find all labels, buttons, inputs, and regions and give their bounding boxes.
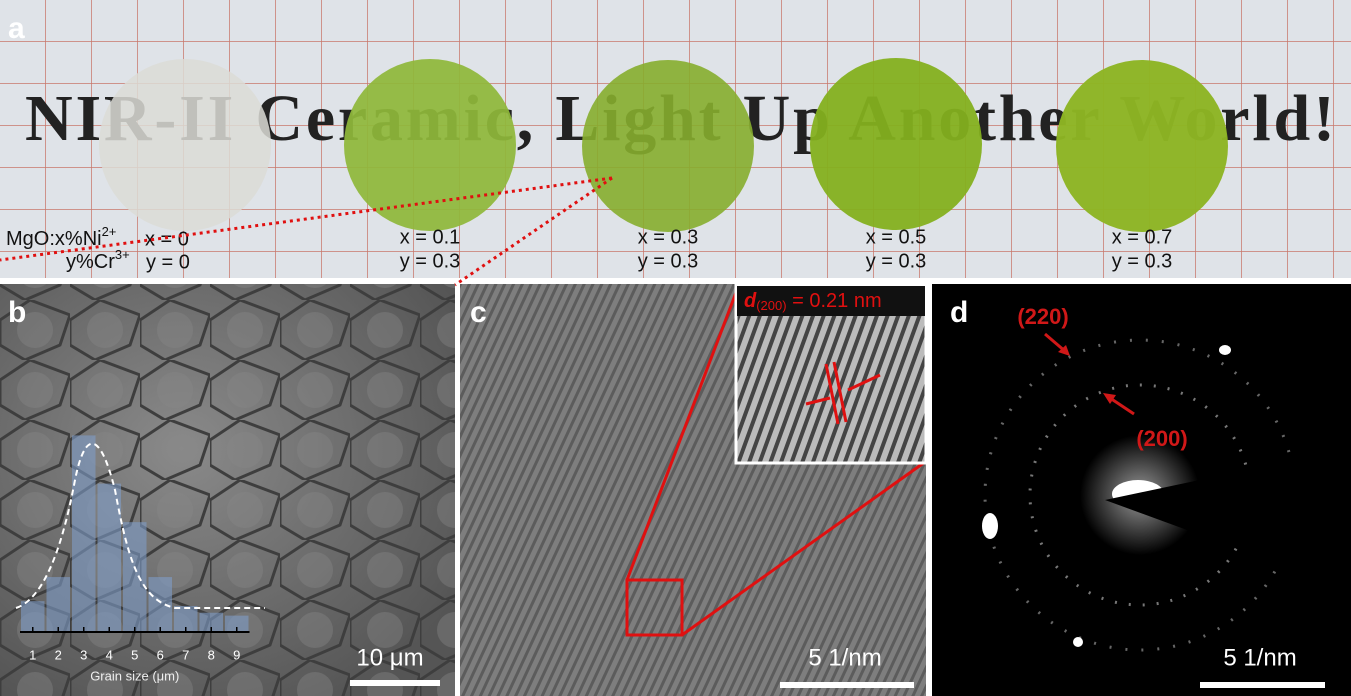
spacing-symbol: d xyxy=(744,290,757,312)
bar xyxy=(174,605,198,632)
scale-bar xyxy=(350,680,440,686)
panel-a: NIR-II Ceramic, Light Up Another World! … xyxy=(0,0,1351,287)
x-tick-label: 2 xyxy=(55,647,62,662)
x-tick-label: 6 xyxy=(157,647,164,662)
host: MgO: xyxy=(6,228,55,250)
spacing-marker xyxy=(805,361,881,425)
charge: 2+ xyxy=(102,224,117,239)
x-tick-label: 4 xyxy=(106,647,113,662)
sample-x: x = 0 xyxy=(145,228,189,250)
scale-bar-label: 5 1/nm xyxy=(1223,644,1296,671)
inset-header xyxy=(737,286,925,316)
zoom-line xyxy=(681,460,926,637)
arrow xyxy=(1109,396,1135,416)
sample-x: x = 0.3 xyxy=(638,226,699,248)
disc xyxy=(810,58,982,230)
arrow-head xyxy=(1058,345,1070,356)
bar xyxy=(123,522,147,632)
sample-y: y = 0 xyxy=(146,251,190,273)
spacing-index: (200) xyxy=(756,298,786,313)
sample-y: y = 0.3 xyxy=(400,250,461,272)
disc xyxy=(344,59,516,231)
zoom-box xyxy=(625,578,684,637)
ring-label: (200) xyxy=(1136,426,1187,451)
diffraction-spot xyxy=(1219,345,1231,355)
fit-curve xyxy=(15,442,265,609)
x-tick-label: 3 xyxy=(80,647,87,662)
bar xyxy=(72,435,96,632)
disc xyxy=(1056,60,1228,232)
diffraction-spot xyxy=(982,513,998,539)
panel-label: a xyxy=(8,12,25,45)
x-tick-label: 7 xyxy=(182,647,189,662)
panel-d: d (220) (200) 5 1/nm xyxy=(932,284,1351,696)
spacing-value: = 0.21 nm xyxy=(787,290,882,312)
arrow-head xyxy=(1103,393,1116,404)
sample-x: x = 0.7 xyxy=(1112,226,1173,248)
panel-label: d xyxy=(950,296,968,329)
x-tick-label: 9 xyxy=(233,647,240,662)
sample-y: y = 0.3 xyxy=(1112,250,1173,272)
zoom-line xyxy=(625,289,739,581)
panel-label: c xyxy=(470,296,487,329)
bar xyxy=(199,612,223,632)
ring-label: (220) xyxy=(1017,304,1068,329)
diffraction-spot xyxy=(1073,637,1083,647)
panel-c: c d(200) = 0.21 nm 5 1/nm xyxy=(460,283,928,696)
bar xyxy=(46,577,70,632)
panel-b: b 1 2 3 4 5 6 7 8 9 Grain size (μm) 10 μm xyxy=(0,284,455,696)
scale-bar xyxy=(1200,682,1325,688)
sem-grains xyxy=(0,284,455,696)
dopant: x%Ni xyxy=(55,228,102,250)
spacing-label: d(200) = 0.21 nm xyxy=(744,290,882,313)
x-tick-label: 5 xyxy=(131,647,138,662)
bar xyxy=(225,615,249,632)
scale-bar-label: 5 1/nm xyxy=(808,644,881,671)
composition-ni: MgO:x%Ni2+ xyxy=(6,224,116,250)
composition-cr: y%Cr3+ xyxy=(66,247,130,273)
charge: 3+ xyxy=(115,247,130,262)
sample-x: x = 0.1 xyxy=(400,226,461,248)
bar xyxy=(148,577,172,632)
bar xyxy=(21,601,45,632)
panel-label: b xyxy=(8,296,26,329)
sample-y: y = 0.3 xyxy=(638,250,699,272)
x-tick-label: 8 xyxy=(208,647,215,662)
disc xyxy=(582,60,754,232)
sample-x: x = 0.5 xyxy=(866,226,927,248)
scale-bar-label: 10 μm xyxy=(356,644,423,671)
scale-bar xyxy=(780,682,914,688)
x-tick-label: 1 xyxy=(29,647,36,662)
x-axis-label: Grain size (μm) xyxy=(90,668,179,683)
disc xyxy=(99,59,271,231)
zoom-line xyxy=(0,176,613,262)
sample-y: y = 0.3 xyxy=(866,250,927,272)
dopant: y%Cr xyxy=(66,251,115,273)
beam-stop xyxy=(1105,448,1351,590)
bar xyxy=(97,483,121,632)
